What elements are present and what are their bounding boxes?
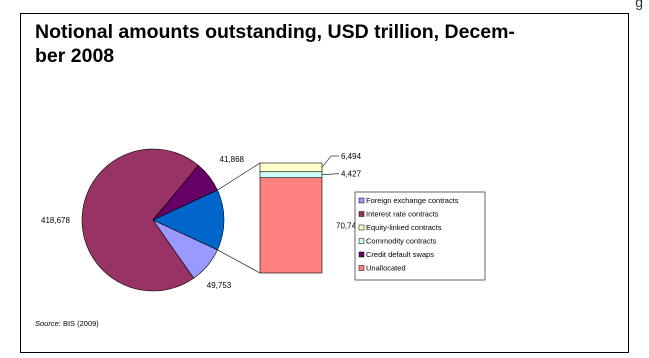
pie-slice-other-bar — [152, 189, 225, 251]
data-label-credit-default-swaps: 41,868 — [220, 155, 245, 164]
bar-segment-equity-linked-contracts — [259, 162, 323, 173]
legend-box — [354, 191, 486, 281]
legend-swatch-credit-default-swaps — [358, 251, 365, 258]
bar-segment-unallocated — [259, 177, 323, 274]
bar-segment-commodity-contracts — [259, 171, 323, 179]
legend-label-interest-rate-contracts: Interest rate contracts — [366, 210, 439, 219]
legend-label-credit-default-swaps: Credit default swaps — [366, 250, 434, 259]
source-note: Source: BIS (2009) — [35, 319, 99, 328]
legend-label-commodity-contracts: Commodity contracts — [366, 237, 437, 246]
title-line-2: ber 2008 — [35, 45, 115, 67]
title-line-1: Notional amounts outstanding, USD trilli… — [35, 21, 515, 43]
source-value: BIS (2009) — [60, 319, 99, 328]
connector-line-bottom — [217, 249, 261, 274]
legend-label-foreign-exchange-contracts: Foreign exchange contracts — [366, 196, 459, 205]
data-label-interest-rate-contracts: 418,678 — [41, 216, 70, 225]
leader-line-equity — [321, 155, 332, 168]
leader-line-commodity — [321, 173, 340, 176]
legend-swatch-unallocated — [358, 265, 365, 271]
legend-swatch-foreign-exchange-contracts — [358, 197, 365, 204]
slide-frame: Notional amounts outstanding, USD trilli… — [20, 13, 629, 353]
data-label-unallocated: 70,742 — [336, 221, 361, 230]
legend-swatch-equity-linked-contracts — [358, 224, 365, 231]
bar-of-pie-chart: 49,753 418,678 41,868 70,742 6,494 4,427 Forei… — [41, 148, 486, 292]
chart-title: Notional amounts outstanding, USD trilli… — [35, 20, 625, 68]
top-bar: g — [0, 0, 649, 14]
legend-label-equity-linked-contracts: Equity-linked contracts — [366, 223, 442, 232]
legend-swatch-interest-rate-contracts — [358, 211, 365, 217]
data-label-equity-linked-contracts: 6,494 — [341, 152, 362, 161]
connector-line-top — [217, 162, 261, 191]
data-label-foreign-exchange-contracts: 49,753 — [207, 281, 232, 290]
corner-text: g — [635, 0, 643, 10]
legend-swatch-commodity-contracts — [358, 238, 365, 244]
pie-slice-interest-rate-contracts — [81, 148, 199, 292]
source-label: Source: — [35, 319, 61, 328]
legend-label-unallocated: Unallocated — [366, 264, 406, 273]
data-label-commodity-contracts: 4,427 — [341, 170, 362, 179]
